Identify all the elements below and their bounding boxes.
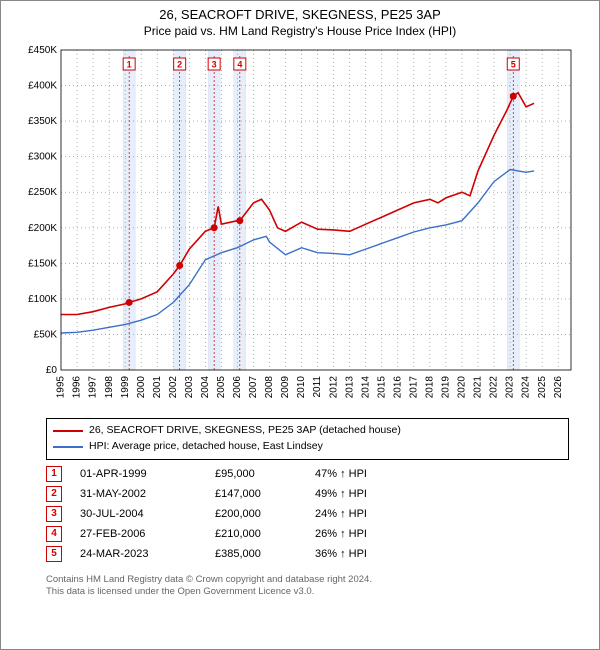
callout-row: 4 27-FEB-2006£210,00026% ↑ HPI [46, 524, 569, 544]
callout-date: 31-MAY-2002 [80, 488, 215, 500]
svg-text:2014: 2014 [360, 376, 371, 399]
callout-pct: 24% ↑ HPI [315, 508, 425, 520]
legend: 26, SEACROFT DRIVE, SKEGNESS, PE25 3AP (… [46, 418, 569, 460]
svg-text:2001: 2001 [152, 376, 163, 399]
svg-text:2016: 2016 [392, 376, 403, 399]
callout-index-box: 5 [46, 546, 62, 562]
svg-text:£200K: £200K [28, 223, 57, 234]
svg-text:2020: 2020 [457, 376, 468, 399]
legend-swatch [53, 446, 83, 448]
svg-text:2018: 2018 [425, 376, 436, 399]
svg-text:£100K: £100K [28, 294, 57, 305]
svg-text:£450K: £450K [28, 45, 57, 56]
svg-text:2013: 2013 [344, 376, 355, 399]
callout-index-box: 2 [46, 486, 62, 502]
callout-index-box: 1 [46, 466, 62, 482]
callout-price: £210,000 [215, 528, 315, 540]
callout-pct: 36% ↑ HPI [315, 548, 425, 560]
svg-text:2019: 2019 [441, 376, 452, 399]
svg-text:1999: 1999 [120, 376, 131, 399]
svg-text:2024: 2024 [521, 376, 532, 399]
callout-date: 24-MAR-2023 [80, 548, 215, 560]
callout-price: £200,000 [215, 508, 315, 520]
chart-plot-area: £0 £50K £100K £150K £200K £250K £300K £350K £400… [21, 42, 581, 412]
callout-row: 3 30-JUL-2004£200,00024% ↑ HPI [46, 504, 569, 524]
callout-pct: 49% ↑ HPI [315, 488, 425, 500]
svg-text:2026: 2026 [553, 376, 564, 399]
svg-text:1995: 1995 [56, 376, 67, 399]
callout-price: £95,000 [215, 468, 315, 480]
chart-subtitle: Price paid vs. HM Land Registry's House … [1, 24, 599, 38]
svg-text:2: 2 [177, 60, 182, 70]
svg-text:2007: 2007 [248, 376, 259, 399]
callout-index-box: 3 [46, 506, 62, 522]
legend-swatch [53, 430, 83, 432]
svg-text:£350K: £350K [28, 116, 57, 127]
svg-text:2009: 2009 [280, 376, 291, 399]
callout-pct: 26% ↑ HPI [315, 528, 425, 540]
svg-text:2021: 2021 [473, 376, 484, 399]
svg-text:2006: 2006 [232, 376, 243, 399]
chart-title: 26, SEACROFT DRIVE, SKEGNESS, PE25 3AP [1, 7, 599, 22]
callout-pct: 47% ↑ HPI [315, 468, 425, 480]
callout-date: 30-JUL-2004 [80, 508, 215, 520]
callout-date: 27-FEB-2006 [80, 528, 215, 540]
legend-label: HPI: Average price, detached house, East… [89, 439, 323, 455]
svg-text:1997: 1997 [88, 376, 99, 399]
svg-text:2012: 2012 [328, 376, 339, 399]
svg-text:4: 4 [237, 60, 242, 70]
callout-row: 5 24-MAR-2023£385,00036% ↑ HPI [46, 544, 569, 564]
svg-text:2023: 2023 [505, 376, 516, 399]
svg-text:2011: 2011 [312, 376, 323, 398]
svg-text:2002: 2002 [168, 376, 179, 399]
svg-text:2005: 2005 [216, 376, 227, 399]
callout-row: 2 31-MAY-2002£147,00049% ↑ HPI [46, 484, 569, 504]
callout-price: £385,000 [215, 548, 315, 560]
svg-text:1: 1 [127, 60, 132, 70]
svg-text:£50K: £50K [34, 329, 58, 340]
svg-text:1996: 1996 [72, 376, 83, 399]
svg-text:2004: 2004 [200, 376, 211, 399]
svg-text:2003: 2003 [184, 376, 195, 399]
svg-text:2017: 2017 [408, 376, 419, 399]
svg-text:2000: 2000 [136, 376, 147, 399]
callout-price: £147,000 [215, 488, 315, 500]
svg-text:3: 3 [212, 60, 217, 70]
svg-text:2010: 2010 [296, 376, 307, 399]
callout-table: 1 01-APR-1999£95,00047% ↑ HPI 2 31-MAY-2002… [46, 464, 569, 564]
legend-item: HPI: Average price, detached house, East… [53, 439, 562, 455]
callout-row: 1 01-APR-1999£95,00047% ↑ HPI [46, 464, 569, 484]
svg-text:£0: £0 [46, 365, 58, 376]
svg-text:£150K: £150K [28, 258, 57, 269]
svg-text:2015: 2015 [376, 376, 387, 399]
legend-label: 26, SEACROFT DRIVE, SKEGNESS, PE25 3AP (… [89, 423, 401, 439]
svg-text:2025: 2025 [537, 376, 548, 399]
legend-item: 26, SEACROFT DRIVE, SKEGNESS, PE25 3AP (… [53, 423, 562, 439]
svg-text:£300K: £300K [28, 152, 57, 163]
svg-text:2008: 2008 [264, 376, 275, 399]
svg-text:2022: 2022 [489, 376, 500, 399]
attribution-footer: Contains HM Land Registry data © Crown c… [46, 574, 569, 600]
svg-text:£250K: £250K [28, 187, 57, 198]
callout-index-box: 4 [46, 526, 62, 542]
footer-line-1: Contains HM Land Registry data © Crown c… [46, 574, 569, 587]
svg-text:£400K: £400K [28, 81, 57, 92]
chart-container: { "header": { "title": "26, SEACROFT DRI… [0, 0, 600, 650]
svg-text:1998: 1998 [104, 376, 115, 399]
svg-text:5: 5 [511, 60, 516, 70]
footer-line-2: This data is licensed under the Open Gov… [46, 586, 569, 599]
callout-date: 01-APR-1999 [80, 468, 215, 480]
